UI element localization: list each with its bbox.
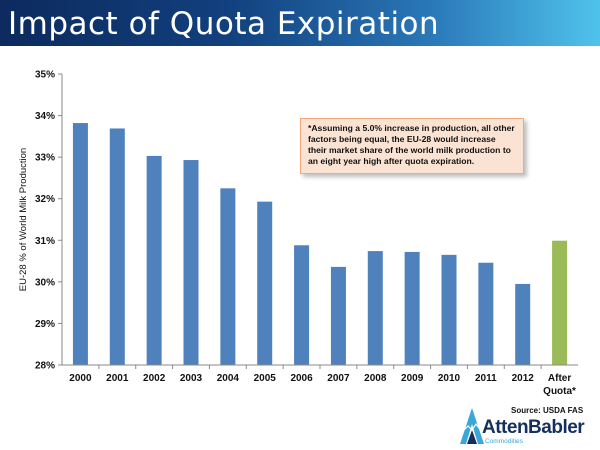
bar-after-quota <box>552 240 568 365</box>
bar-2008 <box>367 251 383 365</box>
y-tick-label: 30% <box>35 277 55 288</box>
x-tick-label: After Quota* <box>543 373 576 397</box>
bar-2012 <box>515 283 531 365</box>
y-tick-label: 34% <box>35 111 55 122</box>
x-tick-label: 2012 <box>512 373 535 384</box>
bar-2011 <box>478 262 494 365</box>
x-tick-label: 2006 <box>290 373 313 384</box>
x-tick-label: 2008 <box>364 373 387 384</box>
bar-2001 <box>109 128 125 365</box>
y-axis-ticks: 28% 29% 30% 31% 32% 33% 34% 35% <box>35 70 62 372</box>
bar-2003 <box>183 160 199 365</box>
x-tick-label: 2001 <box>106 373 129 384</box>
x-axis-ticks: 2000 2001 2002 2003 2004 2005 2006 2007 2008 2009… <box>69 365 576 397</box>
x-tick-label: 2004 <box>217 373 240 384</box>
slide-header: Impact of Quota Expiration <box>0 0 600 46</box>
bars <box>72 123 568 365</box>
chart-annotation: *Assuming a 5.0% increase in production,… <box>300 118 524 174</box>
y-axis-title: EU-28 % of World Milk Production <box>18 148 29 291</box>
bar-2000 <box>72 123 88 365</box>
y-tick-label: 32% <box>35 194 55 205</box>
x-tick-label: 2005 <box>254 373 277 384</box>
bar-2005 <box>257 201 273 365</box>
y-tick-label: 33% <box>35 153 55 164</box>
bar-2002 <box>146 155 162 365</box>
y-tick-label: 29% <box>35 319 55 330</box>
bar-2006 <box>294 245 310 365</box>
y-tick-label: 31% <box>35 236 55 247</box>
x-tick-label: 2010 <box>438 373 461 384</box>
x-tick-label: 2011 <box>475 373 497 384</box>
company-logo: AttenBabler Commodities <box>452 400 598 448</box>
x-tick-label: 2007 <box>327 373 350 384</box>
source-note: Source: USDA FAS <box>511 406 584 415</box>
bar-2004 <box>220 188 236 365</box>
logo-name: AttenBabler <box>482 417 585 438</box>
slide-title: Impact of Quota Expiration <box>8 6 440 42</box>
bar-2010 <box>441 254 457 365</box>
bar-2007 <box>330 266 346 365</box>
x-tick-label: 2009 <box>401 373 424 384</box>
x-tick-label: 2003 <box>180 373 203 384</box>
atten-babler-mountain-icon <box>460 408 484 444</box>
logo-subtitle: Commodities <box>485 438 523 445</box>
x-tick-label: 2002 <box>143 373 166 384</box>
y-tick-label: 35% <box>35 70 55 81</box>
bar-2009 <box>404 251 420 365</box>
x-tick-label: 2000 <box>69 373 92 384</box>
y-tick-label: 28% <box>35 361 55 372</box>
